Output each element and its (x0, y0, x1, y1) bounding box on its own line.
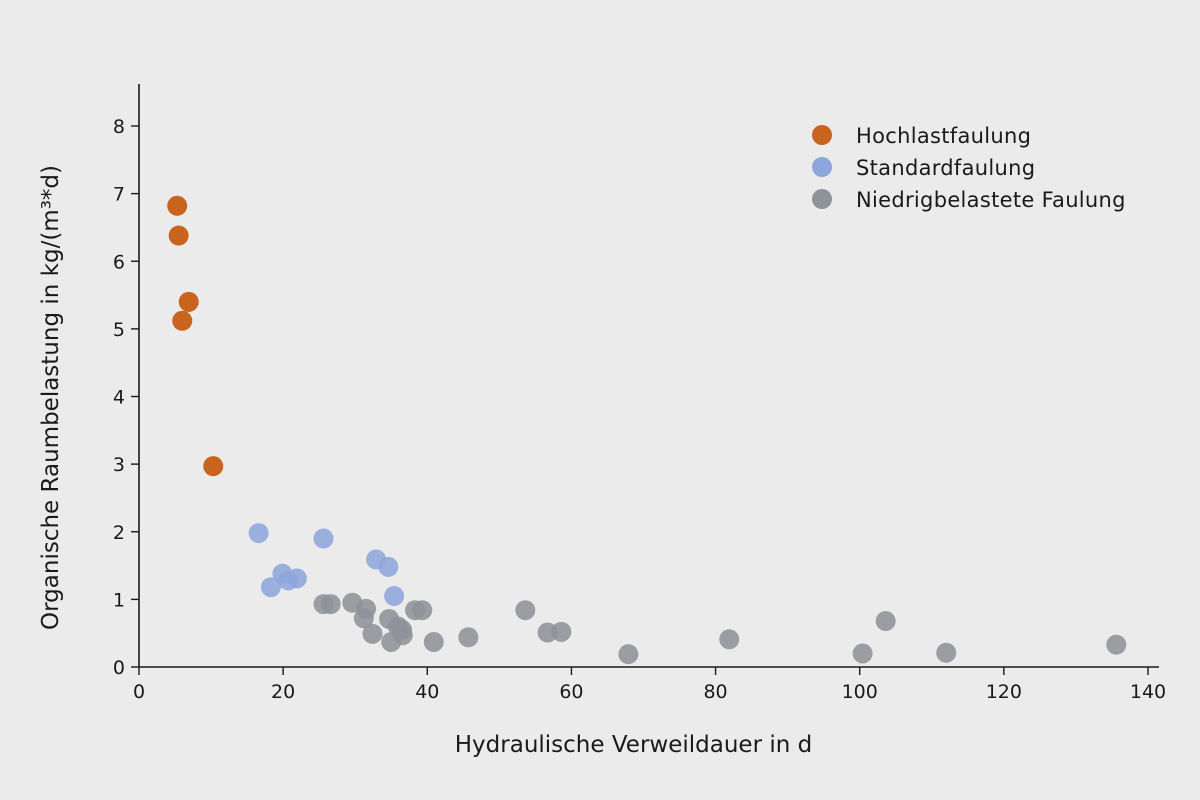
data-point-hochlastfaulung (167, 195, 188, 216)
data-point-niedrigbelastete-faulung (875, 611, 896, 632)
legend-marker (812, 157, 832, 177)
data-point-hochlastfaulung (178, 291, 199, 312)
x-tick-label: 120 (986, 681, 1022, 703)
data-point-niedrigbelastete-faulung (852, 643, 873, 664)
y-tick-label: 7 (113, 184, 125, 206)
data-point-standardfaulung (313, 528, 334, 549)
legend-label: Hochlastfaulung (856, 124, 1031, 148)
y-axis-title: Organische Raumbelastung in kg/(m³*d) (38, 165, 64, 630)
plot-area: 0 20 40 60 80 100 120 140 0 1 2 3 4 5 6 7 8 (113, 84, 1166, 703)
data-point-niedrigbelastete-faulung (320, 594, 341, 615)
legend-label: Standardfaulung (856, 156, 1035, 180)
data-points (167, 195, 1127, 665)
data-point-standardfaulung (384, 585, 405, 606)
data-point-standardfaulung (286, 568, 307, 589)
data-point-niedrigbelastete-faulung (551, 621, 572, 642)
x-tick-label: 60 (559, 681, 583, 703)
y-tick-label: 0 (113, 657, 125, 679)
data-point-niedrigbelastete-faulung (392, 625, 413, 646)
y-tick-label: 3 (113, 454, 125, 476)
data-point-niedrigbelastete-faulung (936, 642, 957, 663)
y-tick-label: 1 (113, 589, 125, 611)
x-axis-title: Hydraulische Verweildauer in d (455, 732, 812, 758)
x-tick-label: 100 (842, 681, 878, 703)
legend: Hochlastfaulung Standardfaulung Niedrigbel… (812, 124, 1126, 212)
data-point-niedrigbelastete-faulung (458, 627, 479, 648)
y-tick-label: 5 (113, 319, 125, 341)
data-point-niedrigbelastete-faulung (412, 600, 433, 621)
data-point-niedrigbelastete-faulung (423, 631, 444, 652)
x-axis-ticks: 0 20 40 60 80 100 120 140 (133, 667, 1166, 703)
legend-label: Niedrigbelastete Faulung (856, 188, 1126, 212)
data-point-niedrigbelastete-faulung (1106, 634, 1127, 655)
y-tick-label: 2 (113, 522, 125, 544)
legend-marker (812, 125, 832, 145)
y-axis-ticks: 0 1 2 3 4 5 6 7 8 (113, 116, 139, 679)
data-point-niedrigbelastete-faulung (362, 623, 383, 644)
data-point-standardfaulung (260, 577, 281, 598)
data-point-niedrigbelastete-faulung (719, 629, 740, 650)
x-tick-label: 140 (1130, 681, 1166, 703)
y-tick-label: 8 (113, 116, 125, 138)
data-point-hochlastfaulung (172, 310, 193, 331)
data-point-standardfaulung (378, 556, 399, 577)
y-tick-label: 4 (113, 387, 125, 409)
x-tick-label: 0 (133, 681, 145, 703)
data-point-niedrigbelastete-faulung (356, 598, 377, 619)
data-point-hochlastfaulung (168, 225, 189, 246)
y-tick-label: 6 (113, 251, 125, 273)
x-tick-label: 40 (415, 681, 439, 703)
data-point-niedrigbelastete-faulung (515, 600, 536, 621)
data-point-niedrigbelastete-faulung (618, 644, 639, 665)
x-tick-label: 80 (703, 681, 727, 703)
legend-marker (812, 189, 832, 209)
data-point-hochlastfaulung (203, 456, 224, 477)
x-tick-label: 20 (271, 681, 295, 703)
data-point-standardfaulung (248, 523, 269, 544)
